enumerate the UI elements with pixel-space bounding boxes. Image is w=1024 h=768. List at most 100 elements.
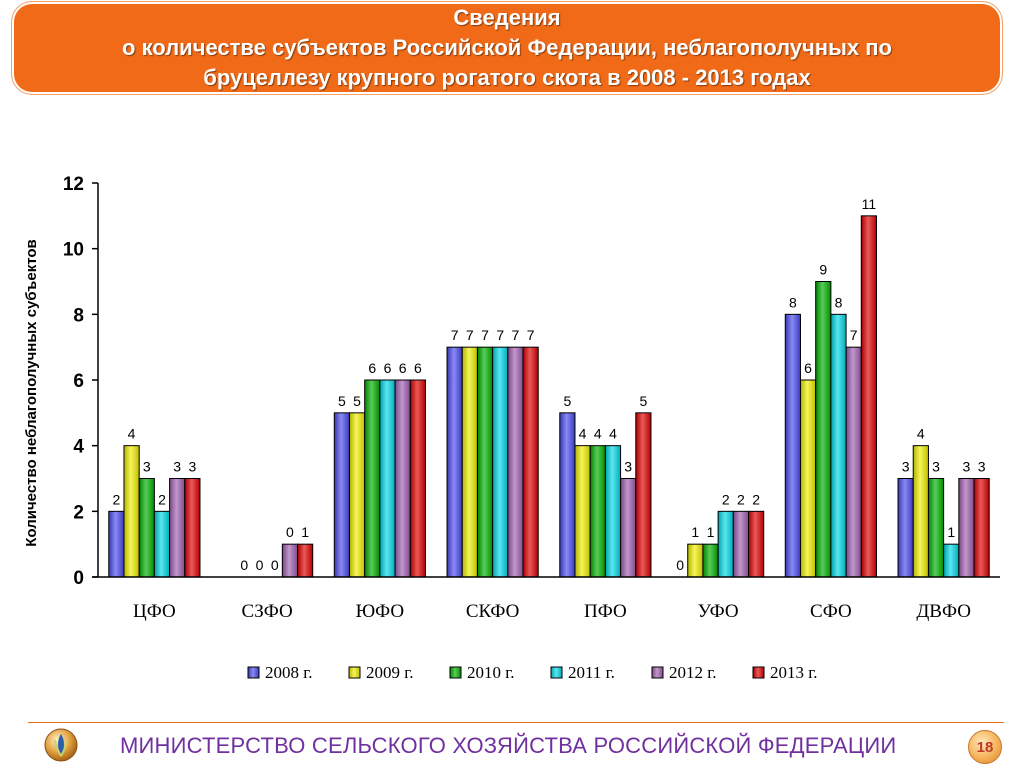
footer-ministry-name: МИНИСТЕРСТВО СЕЛЬСКОГО ХОЗЯЙСТВА РОССИЙС… — [120, 733, 897, 758]
y-tick-label: 8 — [73, 305, 84, 326]
bar — [461, 346, 478, 578]
data-label: 5 — [639, 393, 647, 409]
data-label: 5 — [353, 393, 361, 409]
slide-title: Сведения о количестве субъектов Российск… — [12, 2, 1002, 94]
bar — [559, 412, 576, 578]
data-label: 6 — [414, 360, 422, 376]
bar — [958, 478, 975, 578]
bar — [409, 379, 426, 578]
ministry-emblem-icon — [44, 728, 78, 762]
data-label: 0 — [256, 557, 264, 573]
bar — [912, 445, 929, 578]
bar — [379, 379, 396, 578]
data-label: 0 — [676, 557, 684, 573]
data-label: 1 — [707, 524, 715, 540]
legend-swatch — [752, 666, 765, 679]
data-label: 3 — [143, 459, 151, 475]
legend: 2008 г. 2009 г. 2010 г. 2011 г. 2012 г. 2013 … — [247, 663, 818, 682]
bar — [732, 510, 750, 578]
bar — [297, 543, 314, 578]
data-label: 5 — [338, 393, 346, 409]
bar — [860, 215, 877, 578]
y-axis: 0 2 4 6 8 10 12 — [63, 174, 99, 589]
y-tick-label: 10 — [63, 240, 84, 261]
data-label: 4 — [594, 426, 602, 442]
bar — [169, 478, 186, 578]
bar — [446, 346, 463, 578]
bar — [394, 379, 411, 578]
legend-swatch — [651, 666, 664, 679]
bars — [108, 215, 990, 578]
data-label: 1 — [947, 524, 955, 540]
bar — [702, 543, 719, 578]
data-label: 11 — [862, 196, 877, 212]
data-label: 4 — [128, 426, 136, 442]
data-label: 2 — [112, 491, 120, 507]
data-label: 7 — [850, 327, 858, 343]
data-label: 7 — [527, 327, 535, 343]
data-label: 7 — [512, 327, 520, 343]
bar — [799, 379, 817, 578]
data-label: 7 — [481, 327, 489, 343]
y-tick-label: 6 — [73, 371, 84, 392]
data-label: 0 — [240, 557, 248, 573]
bar — [717, 510, 734, 578]
y-tick-label: 12 — [63, 174, 84, 195]
x-tick-label: СФО — [810, 601, 852, 622]
legend-swatch — [348, 666, 361, 679]
data-label: 7 — [451, 327, 459, 343]
legend-swatch — [449, 666, 462, 679]
y-tick-label: 4 — [73, 437, 84, 458]
bar — [522, 346, 539, 578]
data-label: 4 — [579, 426, 587, 442]
x-tick-label: СКФО — [466, 601, 519, 622]
x-tick-label: ЦФО — [133, 601, 176, 622]
data-label: 5 — [563, 393, 571, 409]
bar — [589, 445, 606, 578]
data-label: 2 — [722, 491, 730, 507]
x-tick-label: СЗФО — [242, 601, 293, 622]
x-tick-label: ПФО — [584, 601, 627, 622]
bar — [123, 445, 140, 578]
bar — [635, 412, 652, 578]
data-label: 8 — [835, 294, 843, 310]
data-label: 3 — [902, 459, 910, 475]
bar — [784, 313, 801, 578]
data-label: 6 — [804, 360, 812, 376]
bar — [492, 346, 509, 578]
x-tick-label: ЮФО — [356, 601, 405, 622]
data-label: 6 — [368, 360, 376, 376]
bar — [153, 510, 171, 578]
bar — [620, 478, 637, 578]
bar — [476, 346, 494, 578]
bar — [815, 281, 832, 578]
title-line-2: о количестве субъектов Российской Федера… — [122, 35, 892, 60]
title-line-3: бруцеллезу крупного рогатого скота в 200… — [203, 65, 811, 90]
data-label: 4 — [609, 426, 617, 442]
bar — [348, 412, 366, 578]
bar — [604, 445, 622, 578]
y-tick-label: 0 — [73, 568, 84, 589]
data-label: 8 — [789, 294, 797, 310]
data-label: 3 — [932, 459, 940, 475]
bar — [927, 478, 945, 578]
data-label: 0 — [286, 524, 294, 540]
x-axis: ЦФО СЗФО ЮФО СКФО ПФО УФО СФО ДВФО — [92, 576, 1000, 622]
data-label: 0 — [271, 557, 279, 573]
bar — [281, 543, 299, 578]
legend-label: 2010 г. — [467, 663, 515, 682]
data-label: 1 — [301, 524, 309, 540]
bar — [897, 478, 914, 578]
data-label: 3 — [978, 459, 986, 475]
data-label: 7 — [466, 327, 474, 343]
bar — [138, 478, 155, 578]
legend-label: 2013 г. — [770, 663, 818, 682]
bar — [574, 445, 591, 578]
legend-label: 2009 г. — [366, 663, 414, 682]
bar — [748, 510, 765, 578]
data-label: 6 — [384, 360, 392, 376]
data-label: 1 — [691, 524, 699, 540]
legend-label: 2011 г. — [568, 663, 615, 682]
data-label: 6 — [399, 360, 407, 376]
